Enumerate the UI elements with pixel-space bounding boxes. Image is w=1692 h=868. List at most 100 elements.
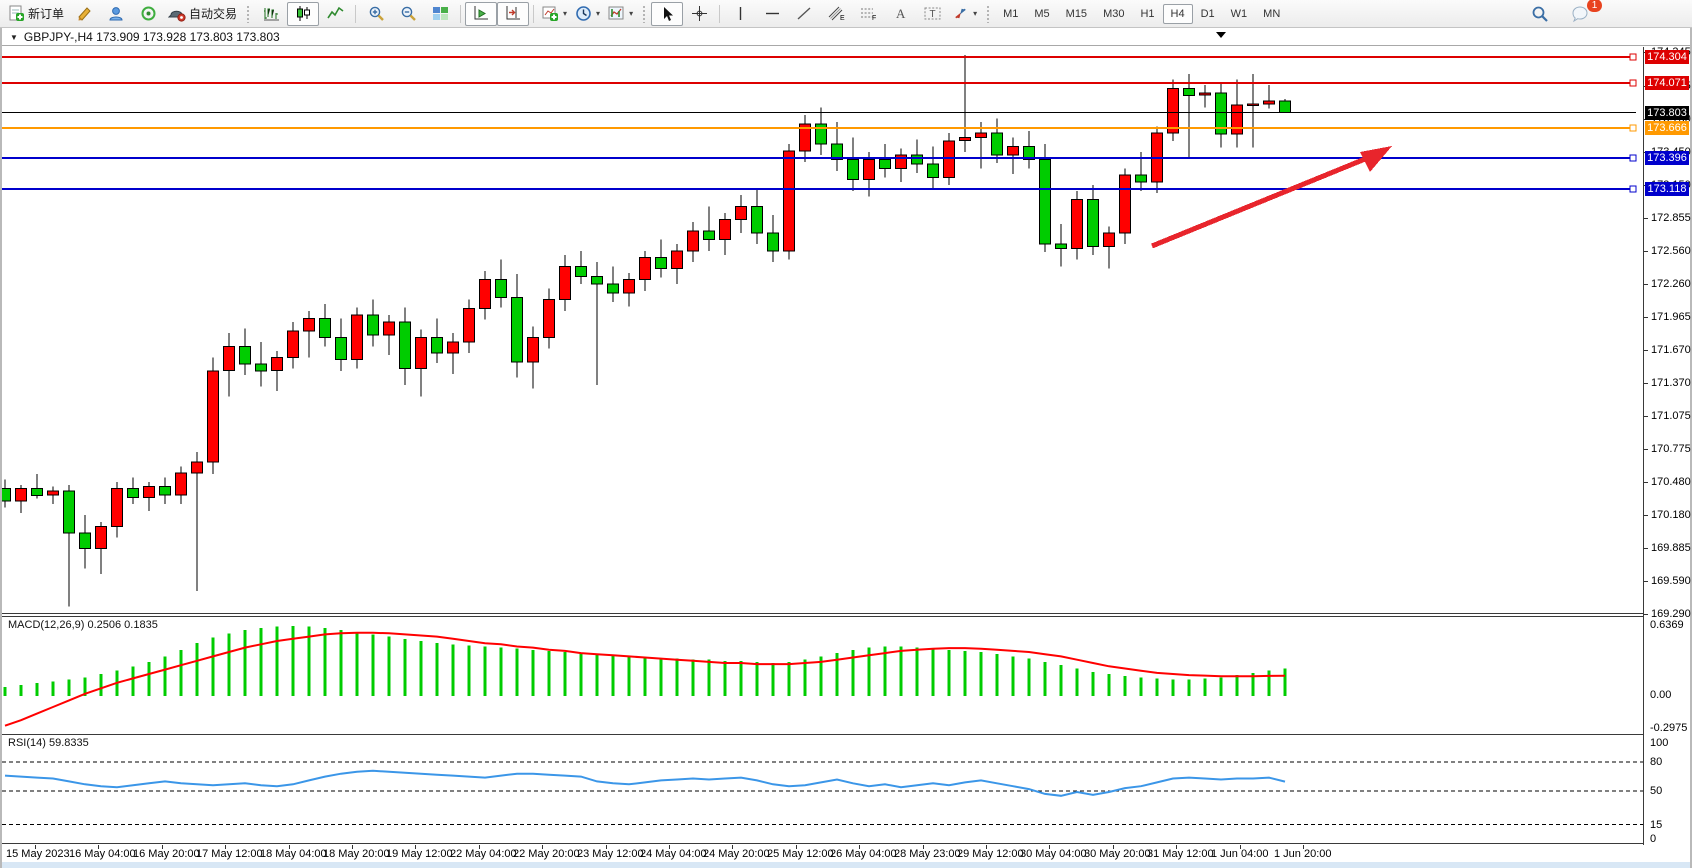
macd-histogram-bar [611, 655, 615, 696]
timeframe-bar: M1 M5 M15 M30 H1 H4 D1 W1 MN [995, 3, 1288, 24]
indicators-button[interactable]: ▾ [538, 2, 571, 26]
main-price-chart[interactable] [2, 47, 1643, 614]
price-axis-tick-mark [1644, 581, 1648, 582]
timeframe-button-mn[interactable]: MN [1263, 7, 1281, 20]
time-axis-tick-mark [98, 845, 99, 849]
candle [767, 232, 779, 252]
time-axis-label: 30 May 20:00 [1084, 848, 1151, 860]
macd-histogram-bar [323, 627, 327, 696]
macd-histogram-bar [1059, 665, 1063, 696]
chart-shift-button[interactable] [497, 1, 530, 26]
auto-scroll-button[interactable] [465, 1, 498, 26]
candle [47, 490, 59, 496]
price-axis-tick: 172.560 [1651, 245, 1691, 257]
macd-histogram-bar [723, 660, 727, 696]
rsi-axis-tick: 15 [1650, 819, 1663, 831]
search-icon [1532, 6, 1548, 22]
candle [287, 330, 299, 358]
timeframe-button-m5[interactable]: M5 [1034, 7, 1050, 20]
timeframe-button-m30[interactable]: M30 [1103, 7, 1125, 20]
bar-chart-button[interactable] [255, 2, 287, 26]
collapse-chart-icon[interactable]: ▼ [10, 32, 18, 42]
timeframe-button-h4[interactable]: H4 [1162, 3, 1193, 24]
text-label-button[interactable]: T [916, 2, 948, 26]
candle [655, 256, 667, 269]
notifications-button[interactable]: 1 [1564, 0, 1602, 26]
timeframe-button-h1[interactable]: H1 [1140, 7, 1155, 20]
macd-histogram-bar [83, 677, 87, 696]
candle [271, 356, 283, 372]
macd-histogram-bar [899, 646, 903, 696]
price-axis-tick: 169.290 [1651, 608, 1691, 620]
timeframe-button-d1[interactable]: D1 [1200, 7, 1215, 20]
horizontal-line-button[interactable] [756, 2, 788, 26]
line-chart-icon [326, 6, 344, 19]
tile-windows-button[interactable] [424, 2, 456, 26]
zoom-in-button[interactable] [360, 2, 392, 26]
level-line-handle[interactable] [1629, 185, 1637, 193]
level-line-handle[interactable] [1629, 124, 1637, 132]
trendline-button[interactable] [788, 2, 820, 26]
candle [671, 250, 683, 270]
price-axis-tick-mark [1644, 251, 1648, 252]
community-button[interactable] [100, 2, 132, 26]
community-icon [109, 7, 123, 21]
arrows-button[interactable]: ▾ [948, 2, 981, 26]
candle [575, 265, 587, 277]
candle [399, 321, 411, 370]
price-axis-tick: 172.855 [1651, 212, 1691, 224]
cursor-button[interactable] [651, 1, 684, 26]
fibonacci-button[interactable]: F [852, 2, 884, 26]
equidistant-channel-button[interactable]: E [820, 2, 852, 26]
autotrading-button[interactable]: 自动交易 [164, 2, 241, 26]
macd-histogram-bar [179, 649, 183, 696]
macd-histogram-bar [1139, 677, 1143, 696]
candle [799, 123, 811, 152]
macd-histogram-bar [451, 644, 455, 696]
timeframe-button-m1[interactable]: M1 [1003, 7, 1019, 20]
candlestick-chart-button[interactable] [287, 1, 320, 26]
candle [751, 205, 763, 234]
rsi-axis-tick: 0 [1650, 833, 1657, 845]
price-axis-tick-mark [1644, 515, 1648, 516]
crosshair-icon [691, 6, 707, 21]
candle [223, 345, 235, 372]
zoom-out-button[interactable] [392, 2, 424, 26]
metaeditor-button[interactable] [68, 2, 100, 26]
level-line-handle[interactable] [1629, 154, 1637, 162]
timeframe-button-w1[interactable]: W1 [1230, 7, 1248, 20]
level-line-handle[interactable] [1629, 53, 1637, 61]
sonar-icon [141, 6, 156, 21]
chart-shift-marker-icon[interactable] [1216, 32, 1226, 38]
time-axis[interactable]: 15 May 2023 16 May 04:00 16 May 20:00 17 Ma… [2, 845, 1690, 862]
templates-button[interactable]: ▾ [604, 2, 637, 26]
level-line-handle[interactable] [1629, 79, 1637, 87]
sonar-button[interactable] [132, 2, 164, 26]
line-chart-button[interactable] [319, 2, 351, 26]
toolbar-grip [986, 4, 991, 23]
trend-arrow[interactable] [1151, 146, 1392, 249]
periods-button[interactable]: ▾ [571, 2, 604, 26]
time-axis-tick-mark [225, 845, 226, 849]
price-axis-tick: 171.965 [1651, 311, 1691, 323]
macd-histogram-bar [35, 682, 39, 696]
candlestick-icon [296, 6, 310, 21]
search-button[interactable] [1524, 2, 1556, 26]
price-axis[interactable]: 174.345174.045173.750173.450173.150172.8… [1643, 46, 1691, 845]
macd-histogram-bar [355, 632, 359, 696]
macd-panel[interactable] [2, 616, 1643, 732]
text-button[interactable]: A [884, 2, 916, 26]
crosshair-button[interactable] [683, 2, 715, 26]
macd-histogram-bar [979, 652, 983, 696]
timeframe-button-m15[interactable]: M15 [1065, 7, 1088, 20]
vertical-line-button[interactable] [724, 2, 756, 26]
new-order-button[interactable]: 新订单 [4, 2, 68, 26]
rsi-panel[interactable] [2, 734, 1643, 844]
time-axis-tick-mark [923, 845, 924, 849]
chat-bubble-icon [1571, 5, 1588, 22]
time-axis-tick-mark [35, 845, 36, 849]
candle [2, 488, 11, 502]
zoom-out-icon [401, 6, 416, 21]
macd-histogram-bar [675, 658, 679, 696]
candle [31, 488, 43, 496]
